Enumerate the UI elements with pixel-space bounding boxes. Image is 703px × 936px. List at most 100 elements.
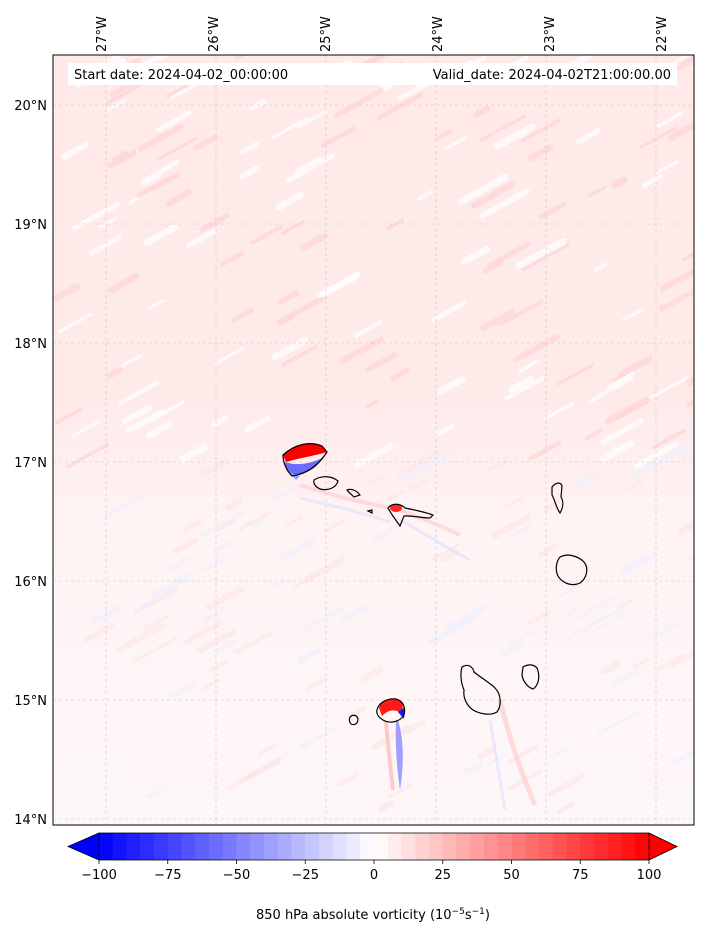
texture-streak	[621, 307, 644, 322]
colorbar-segment	[195, 833, 210, 860]
island-fogo	[376, 698, 406, 723]
texture-streak	[562, 609, 578, 619]
texture-streak	[527, 610, 551, 626]
island-sao-vicente	[313, 476, 339, 491]
texture-streak	[277, 294, 328, 325]
texture-streak	[298, 648, 322, 664]
colorbar-segment	[511, 833, 526, 860]
texture-streak	[146, 788, 163, 799]
texture-streak	[574, 128, 601, 146]
texture-streak	[292, 571, 321, 589]
texture-streak	[143, 224, 178, 246]
texture-streak	[182, 519, 202, 532]
colorbar-segment	[525, 833, 540, 860]
colorbar-segment	[209, 833, 224, 860]
colorbar	[66, 832, 678, 861]
texture-streak	[473, 105, 490, 118]
colorbar-segment	[112, 833, 127, 860]
texture-streak	[597, 710, 640, 736]
texture-streak	[295, 156, 322, 174]
texture-streak	[53, 282, 81, 302]
colorbar-segment	[360, 833, 375, 860]
texture-streak	[277, 290, 300, 305]
longitude-label: 22°W	[655, 16, 670, 52]
texture-streak	[285, 516, 302, 528]
colorbar-segment	[319, 833, 334, 860]
longitude-label: 26°W	[207, 16, 222, 52]
texture-streak	[286, 153, 336, 183]
texture-streak	[231, 307, 255, 323]
texture-streak	[226, 771, 257, 791]
texture-streak	[199, 510, 246, 538]
texture-streak	[281, 344, 319, 367]
island-santa-luzia	[346, 488, 361, 498]
texture-streak	[556, 363, 595, 386]
texture-streak	[671, 55, 694, 66]
colorbar-segment	[167, 833, 182, 860]
texture-streak	[208, 659, 229, 673]
texture-streak	[105, 367, 123, 380]
colorbar-segment	[415, 833, 430, 860]
texture-streak	[238, 510, 272, 531]
texture-streak	[179, 444, 208, 463]
texture-streak	[251, 516, 268, 529]
texture-streak	[147, 298, 165, 310]
texture-streak	[678, 55, 694, 66]
texture-streak	[336, 772, 359, 787]
texture-streak	[538, 543, 558, 557]
texture-streak	[618, 553, 659, 577]
texture-streak	[126, 409, 165, 433]
colorbar-segment	[552, 833, 567, 860]
texture-streak	[158, 159, 180, 174]
latitude-label: 15°N	[14, 694, 47, 709]
texture-streak	[506, 496, 523, 508]
texture-streak	[498, 299, 544, 327]
texture-streak	[463, 761, 484, 775]
texture-streak	[195, 629, 237, 654]
texture-streak	[617, 597, 635, 610]
colorbar-segment	[236, 833, 251, 860]
texture-streak	[611, 372, 627, 383]
texture-streak	[596, 610, 630, 631]
texture-streak	[88, 235, 122, 256]
texture-streak	[639, 126, 678, 149]
texture-streak	[650, 622, 680, 641]
texture-streak	[501, 640, 524, 656]
vorticity-positive-fogo	[379, 698, 403, 716]
island-branco	[366, 509, 373, 514]
texture-streak	[186, 228, 217, 248]
vorticity-negative-tail	[288, 470, 300, 480]
texture-streak	[428, 543, 460, 562]
texture-streak	[55, 407, 82, 425]
texture-streak	[417, 190, 434, 201]
island-boa-vista	[555, 554, 588, 586]
texture-streak	[205, 586, 244, 611]
texture-streak	[658, 652, 687, 670]
texture-streak	[682, 251, 694, 262]
texture-streak	[458, 173, 509, 205]
texture-streak	[347, 706, 366, 719]
texture-streak	[587, 185, 607, 198]
wake-streak	[399, 518, 471, 562]
texture-streak	[217, 518, 237, 531]
colorbar-segment	[332, 833, 347, 860]
texture-streak	[387, 488, 407, 501]
texture-streak	[571, 595, 617, 622]
texture-streak	[165, 189, 193, 207]
texture-streak	[106, 99, 127, 112]
texture-streak	[622, 553, 650, 572]
texture-streak	[296, 109, 328, 129]
texture-streak	[528, 440, 562, 462]
texture-streak	[611, 175, 629, 189]
texture-streak	[527, 144, 554, 162]
texture-streak	[539, 201, 567, 220]
texture-streak	[234, 631, 273, 655]
texture-streak	[506, 623, 547, 647]
colorbar-tick-label: −75	[154, 868, 181, 883]
texture-streak	[200, 458, 229, 477]
texture-streak	[90, 604, 124, 625]
texture-streak	[599, 440, 635, 463]
texture-streak	[137, 123, 184, 152]
texture-streak	[618, 355, 653, 377]
texture-streak	[373, 527, 394, 542]
